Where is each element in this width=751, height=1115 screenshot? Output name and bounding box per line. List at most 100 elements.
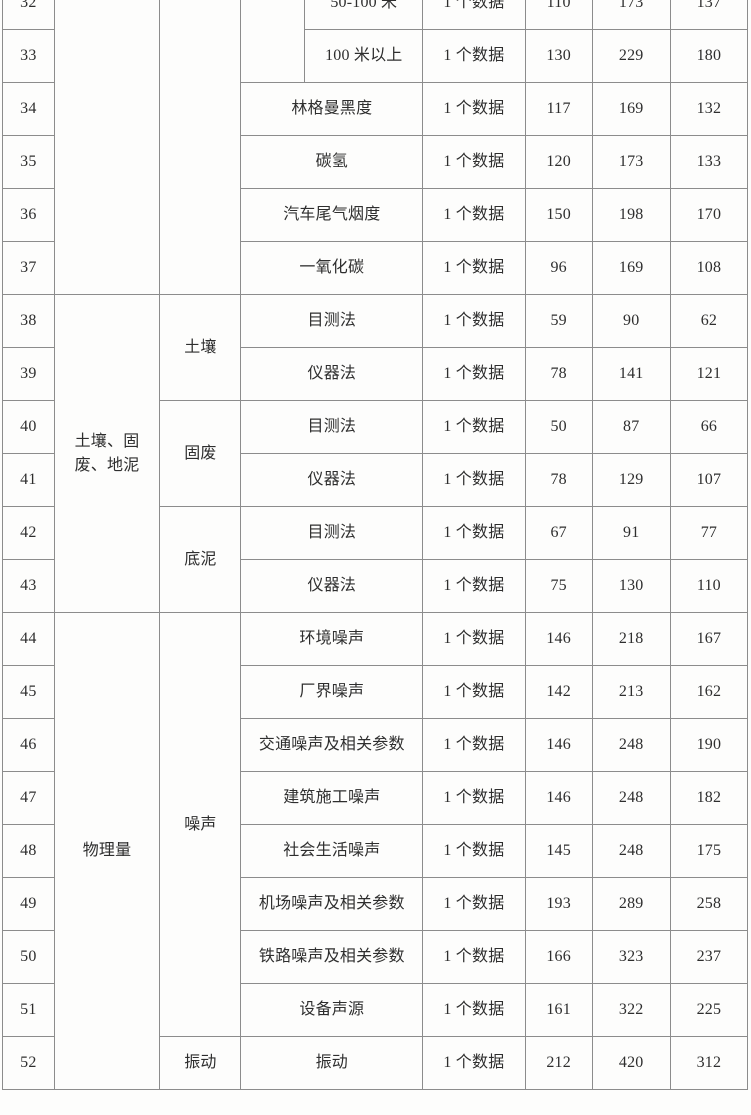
item-name: 振动: [240, 1036, 424, 1090]
value-2: 173: [591, 0, 671, 30]
data-count: 1 个数据: [422, 347, 526, 401]
value-2: 90: [591, 294, 671, 348]
row-id: 49: [2, 877, 55, 931]
value-3: 132: [669, 82, 749, 136]
value-1: 145: [524, 824, 593, 878]
row-id: 51: [2, 983, 55, 1037]
item-name: 汽车尾气烟度: [240, 188, 424, 242]
value-2: 218: [591, 612, 671, 666]
item-name: 厂界噪声: [240, 665, 424, 719]
category-label-line1: 土壤、固: [74, 433, 140, 451]
value-2: 198: [591, 188, 671, 242]
value-1: 120: [524, 135, 593, 189]
value-2: 248: [591, 771, 671, 825]
value-3: 225: [669, 983, 749, 1037]
data-count: 1 个数据: [422, 241, 526, 295]
table-row: 36 汽车尾气烟度 1 个数据 150 198 170: [2, 188, 749, 242]
item-name: 仪器法: [240, 453, 424, 507]
item-name: 碳氢: [240, 135, 424, 189]
value-1: 146: [524, 612, 593, 666]
data-count: 1 个数据: [422, 718, 526, 772]
value-1: 166: [524, 930, 593, 984]
table-row: 37 一氧化碳 1 个数据 96 169 108: [2, 241, 749, 295]
table-row: 49 机场噪声及相关参数 1 个数据 193 289 258: [2, 877, 749, 931]
table-row: 40 固废 目测法 1 个数据 50 87 66: [2, 400, 749, 507]
value-2: 289: [591, 877, 671, 931]
category-cell-empty: [53, 0, 161, 295]
value-1: 150: [524, 188, 593, 242]
data-count: 1 个数据: [422, 1036, 526, 1090]
table-row: 41 仪器法 1 个数据 78 129 107: [2, 453, 749, 507]
value-1: 67: [524, 506, 593, 560]
value-3: 110: [669, 559, 749, 613]
value-2: 141: [591, 347, 671, 401]
value-3: 108: [669, 241, 749, 295]
row-id: 45: [2, 665, 55, 719]
table-row: 38 土壤、固 废、地泥 土壤 目测法 1 个数据 59 90 62: [2, 294, 749, 613]
data-count: 1 个数据: [422, 506, 526, 560]
value-1: 50: [524, 400, 593, 454]
row-id: 39: [2, 347, 55, 401]
item-name: 目测法: [240, 506, 424, 560]
subcategory-vibration: 振动: [159, 1036, 242, 1090]
subcategory-soil: 土壤: [159, 294, 242, 401]
subcategory-solid-waste: 固废: [159, 400, 242, 507]
value-2: 248: [591, 824, 671, 878]
item-name: 环境噪声: [240, 612, 424, 666]
data-count: 1 个数据: [422, 294, 526, 348]
data-count: 1 个数据: [422, 930, 526, 984]
measurement-data-table: 32 50-100 米 1 个数据 110 173 137 33 100 米以上…: [2, 0, 749, 1090]
data-count: 1 个数据: [422, 983, 526, 1037]
table-row: 39 仪器法 1 个数据 78 141 121: [2, 347, 749, 401]
value-1: 212: [524, 1036, 593, 1090]
row-id: 41: [2, 453, 55, 507]
row-id: 47: [2, 771, 55, 825]
value-3: 107: [669, 453, 749, 507]
table-row: 42 底泥 目测法 1 个数据 67 91 77: [2, 506, 749, 613]
category-label-line2: 废、地泥: [74, 456, 140, 474]
item-name: 仪器法: [240, 559, 424, 613]
data-count: 1 个数据: [422, 400, 526, 454]
table-row: 44 物理量 噪声 环境噪声 1 个数据 146 218 167: [2, 612, 749, 1090]
subcategory-cell-empty: [159, 0, 242, 295]
item-name: 目测法: [240, 400, 424, 454]
table-row: 48 社会生活噪声 1 个数据 145 248 175: [2, 824, 749, 878]
value-1: 146: [524, 771, 593, 825]
table-row: 45 厂界噪声 1 个数据 142 213 162: [2, 665, 749, 719]
value-1: 75: [524, 559, 593, 613]
row-id: 52: [2, 1036, 55, 1090]
value-3: 258: [669, 877, 749, 931]
value-3: 62: [669, 294, 749, 348]
category-physical-quantity: 物理量: [53, 612, 161, 1090]
value-3: 167: [669, 612, 749, 666]
table-row: 32 50-100 米 1 个数据 110 173 137: [2, 0, 749, 295]
item-name: 50-100 米: [304, 0, 424, 30]
item-name: 社会生活噪声: [240, 824, 424, 878]
item-name: 仪器法: [240, 347, 424, 401]
value-2: 169: [591, 82, 671, 136]
table-row: 34 林格曼黑度 1 个数据 117 169 132: [2, 82, 749, 136]
value-3: 312: [669, 1036, 749, 1090]
row-id: 35: [2, 135, 55, 189]
row-id: 44: [2, 612, 55, 666]
value-2: 229: [591, 29, 671, 83]
row-id: 46: [2, 718, 55, 772]
table-row: 35 碳氢 1 个数据 120 173 133: [2, 135, 749, 189]
row-id: 38: [2, 294, 55, 348]
data-count: 1 个数据: [422, 559, 526, 613]
row-id: 42: [2, 506, 55, 560]
item-name: 建筑施工噪声: [240, 771, 424, 825]
value-1: 130: [524, 29, 593, 83]
item-name: 林格曼黑度: [240, 82, 424, 136]
value-3: 121: [669, 347, 749, 401]
data-count: 1 个数据: [422, 29, 526, 83]
value-3: 182: [669, 771, 749, 825]
data-count: 1 个数据: [422, 0, 526, 30]
value-3: 175: [669, 824, 749, 878]
value-2: 91: [591, 506, 671, 560]
data-count: 1 个数据: [422, 612, 526, 666]
value-2: 213: [591, 665, 671, 719]
table-row: 47 建筑施工噪声 1 个数据 146 248 182: [2, 771, 749, 825]
table-row: 52 振动 振动 1 个数据 212 420 312: [2, 1036, 749, 1090]
